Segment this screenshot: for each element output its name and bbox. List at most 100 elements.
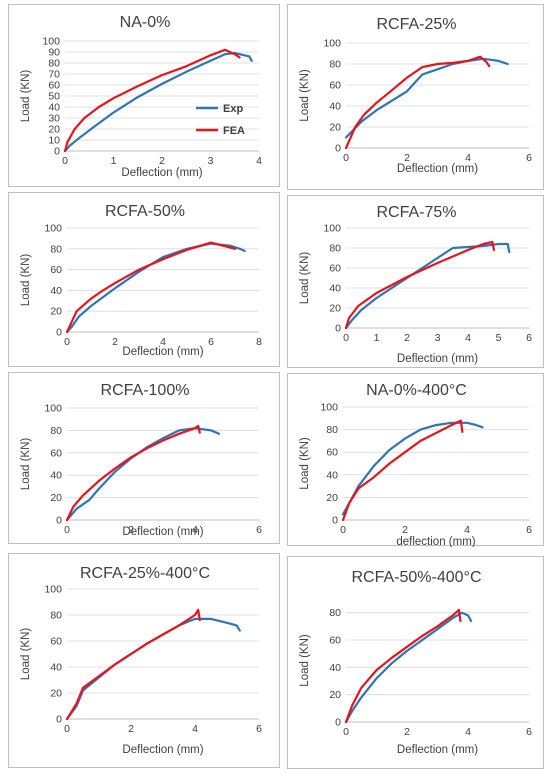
chart-title: RCFA-75% <box>376 204 456 221</box>
y-tick-label: 20 <box>329 303 341 315</box>
y-tick-label: 60 <box>326 447 338 459</box>
series-line-exp <box>65 242 246 334</box>
x-tick-label: 0 <box>343 152 349 164</box>
x-tick-label: 4 <box>464 524 470 536</box>
x-tick-label: 2 <box>404 726 410 738</box>
chart-title: RCFA-50%-400°C <box>352 569 482 586</box>
y-tick-label: 20 <box>329 122 341 134</box>
x-axis-label: Deflection (mm) <box>122 744 203 756</box>
y-tick-label: 80 <box>50 610 62 622</box>
x-tick-label: 4 <box>256 155 262 167</box>
series-line-fea <box>65 608 201 721</box>
chart-panel-rcfa-100: 0 20 40 60 80 100 0 2 4 6 RCFA-100% Deflection (mm)… <box>8 372 280 544</box>
x-tick-label: 6 <box>208 336 214 348</box>
x-tick-label: 2 <box>159 155 165 167</box>
y-tick-label: 40 <box>329 283 341 295</box>
chart-panel-rcfa-50: 0 20 40 60 80 100 0 2 4 6 8 RCFA-50% Deflection (mm)… <box>8 192 280 367</box>
y-tick-label: 100 <box>44 223 62 235</box>
x-axis-label: Deflection (mm) <box>397 353 478 365</box>
chart-title: NA-0% <box>120 14 171 31</box>
chart-svg: 0 20 40 60 80 100 0 1 2 3 4 5 6 RCFA-75% Deflection (m… <box>299 204 532 365</box>
y-tick-label: 100 <box>42 36 60 48</box>
y-tick-label: 40 <box>329 662 341 674</box>
y-tick-label: 20 <box>50 306 62 318</box>
y-tick-label: 80 <box>329 243 341 255</box>
x-tick-label: 8 <box>256 336 262 348</box>
x-tick-label: 6 <box>526 524 532 536</box>
x-tick-label: 3 <box>435 332 441 344</box>
series-line-fea <box>63 48 241 153</box>
y-tick-label: 0 <box>335 717 341 729</box>
y-tick-label: 40 <box>48 102 60 114</box>
y-tick-label: 100 <box>44 403 62 415</box>
y-tick-label: 80 <box>329 59 341 71</box>
y-tick-label: 50 <box>48 91 60 103</box>
chart-title: RCFA-100% <box>101 382 190 399</box>
y-tick-label: 20 <box>50 688 62 700</box>
chart-svg: 0 20 40 60 80 100 0 2 4 6 RCFA-25%-400°C Deflection… <box>20 565 262 756</box>
x-tick-label: 4 <box>192 723 198 735</box>
x-axis-label: Deflection (mm) <box>122 526 203 538</box>
y-tick-label: 90 <box>48 47 60 59</box>
y-tick-label: 100 <box>323 38 341 50</box>
y-tick-label: 60 <box>50 447 62 459</box>
y-axis-label: Load (KN) <box>299 437 311 490</box>
y-tick-label: 100 <box>320 402 338 414</box>
y-tick-label: 60 <box>329 80 341 92</box>
y-tick-label: 80 <box>326 424 338 436</box>
y-axis-label: Load (KN) <box>20 70 32 123</box>
x-tick-label: 0 <box>343 332 349 344</box>
x-tick-label: 6 <box>526 726 532 738</box>
y-axis-label: Load (KN) <box>20 254 32 307</box>
chart-panel-rcfa-75: 0 20 40 60 80 100 0 1 2 3 4 5 6 RCFA-75% Deflection (m… <box>287 195 544 368</box>
chart-title: RCFA-25% <box>376 16 456 33</box>
chart-svg: 0 20 40 60 80 100 0 2 4 6 RCFA-100% Deflection (mm)… <box>20 382 262 538</box>
x-tick-label: 1 <box>111 155 117 167</box>
y-tick-label: 60 <box>329 263 341 275</box>
y-tick-label: 100 <box>44 584 62 596</box>
y-axis-label: Load (KN) <box>20 628 32 681</box>
chart-title: NA-0%-400°C <box>366 382 467 399</box>
x-tick-label: 0 <box>64 336 70 348</box>
x-tick-label: 2 <box>128 524 134 536</box>
series-line-exp <box>341 421 484 516</box>
x-tick-label: 2 <box>112 336 118 348</box>
chart-panel-rcfa-25: 0 20 40 60 80 100 0 2 4 6 RCFA-25% Deflection (mm) L… <box>287 4 544 190</box>
series-line-exp <box>344 242 511 330</box>
y-tick-label: 80 <box>50 243 62 255</box>
x-axis-label: deflection (mm) <box>396 536 475 547</box>
x-tick-label: 4 <box>465 152 471 164</box>
y-tick-label: 30 <box>48 113 60 125</box>
y-tick-label: 60 <box>48 80 60 92</box>
y-tick-label: 80 <box>329 607 341 619</box>
y-tick-label: 60 <box>50 636 62 648</box>
legend-label-fea: FEA <box>223 125 245 137</box>
y-tick-label: 40 <box>50 662 62 674</box>
y-tick-label: 40 <box>326 469 338 481</box>
series-line-exp <box>63 51 253 153</box>
x-tick-label: 4 <box>465 332 471 344</box>
series-line-fea <box>65 424 201 522</box>
y-tick-label: 60 <box>50 264 62 276</box>
series-line-fea <box>344 240 495 330</box>
x-tick-label: 4 <box>192 524 198 536</box>
y-tick-label: 20 <box>326 492 338 504</box>
series-line-exp <box>65 617 241 721</box>
series-line-exp <box>344 57 509 139</box>
x-tick-label: 2 <box>128 723 134 735</box>
legend-label-exp: Exp <box>223 103 243 115</box>
chart-svg: 0 20 40 60 80 100 0 2 4 6 8 RCFA-50% Deflection (mm)… <box>20 203 262 358</box>
y-axis-label: Load (KN) <box>299 634 311 687</box>
series-line-fea <box>65 241 237 334</box>
y-tick-label: 100 <box>323 223 341 235</box>
x-tick-label: 2 <box>402 524 408 536</box>
series-line-exp <box>65 427 221 522</box>
x-axis-label: Deflection (mm) <box>397 163 478 175</box>
chart-panel-rcfa-50-400c: 0 20 40 60 80 0 2 4 6 RCFA-50%-400°C Deflection (m… <box>287 556 544 769</box>
y-tick-label: 60 <box>329 635 341 647</box>
y-tick-label: 40 <box>329 101 341 113</box>
x-tick-label: 0 <box>64 723 70 735</box>
chart-title: RCFA-25%-400°C <box>80 565 210 582</box>
x-axis-label: Deflection (mm) <box>397 744 478 756</box>
